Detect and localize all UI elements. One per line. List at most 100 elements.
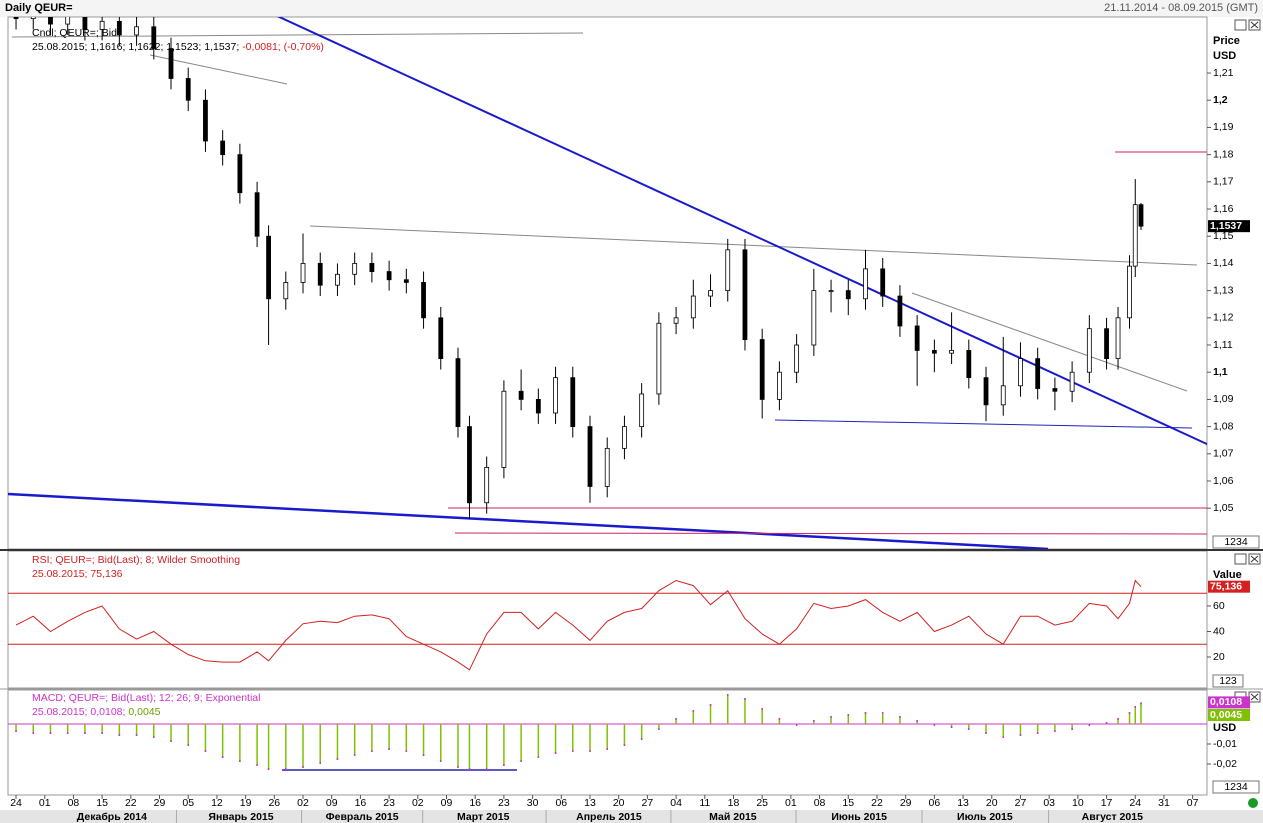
last-value-label: 75,136 <box>1210 580 1242 592</box>
candle-body <box>1035 358 1041 389</box>
candle-body <box>283 282 289 300</box>
candle-body <box>690 295 696 319</box>
candle-body <box>266 235 271 300</box>
candle-body <box>30 17 36 20</box>
y-tick-label: 1,11 <box>1213 339 1233 351</box>
change-info: -0,0081; (-0,70%) <box>242 41 324 53</box>
last-value-box <box>1208 220 1250 233</box>
x-tick-label: 13 <box>957 797 969 809</box>
candle-body <box>335 273 340 286</box>
candle-body <box>587 426 593 487</box>
candle-body <box>99 20 105 30</box>
price-info: 25.08.2015; 1,1616; 1,1622; 1,1523; 1,15… <box>32 41 324 53</box>
candle-body <box>220 140 226 156</box>
candle-body <box>386 271 392 281</box>
x-tick-label: 30 <box>527 797 539 809</box>
x-tick-label: 27 <box>642 797 654 809</box>
candle-body <box>151 26 157 49</box>
candle-body <box>237 154 243 194</box>
month-label: Декабрь 2014 <box>77 811 147 823</box>
rsi-panel <box>7 550 1208 689</box>
close-icon <box>1250 21 1259 29</box>
trend-line <box>276 17 1207 446</box>
x-tick-label: 22 <box>871 797 883 809</box>
scale-button[interactable] <box>1212 535 1260 549</box>
x-tick-label: 15 <box>842 797 854 809</box>
month-label: Март 2015 <box>457 811 510 823</box>
y-tick-label: 1,17 <box>1213 176 1234 188</box>
candle-body <box>203 99 208 142</box>
candle-body <box>455 358 461 428</box>
month-bar <box>0 810 1263 823</box>
candle-body <box>708 290 713 297</box>
x-tick-label: 23 <box>498 797 510 809</box>
candle-body <box>116 20 122 36</box>
x-tick-label: 04 <box>670 797 682 809</box>
candle-body <box>300 263 306 283</box>
candle-body <box>759 339 765 400</box>
x-tick-label: 02 <box>412 797 424 809</box>
x-tick-label: 05 <box>182 797 194 809</box>
date-range: 21.11.2014 - 08.09.2015 (GMT) <box>1104 2 1258 14</box>
scale-button-label[interactable]: 123 <box>1219 675 1237 687</box>
candle-body <box>828 290 834 293</box>
candle-body <box>983 377 989 406</box>
scale-button-label[interactable]: 1234 <box>1224 536 1248 548</box>
candle-body <box>421 282 426 319</box>
x-tick-label: 25 <box>756 797 768 809</box>
y-tick-label: 1,07 <box>1213 448 1234 460</box>
candle-body <box>1069 371 1075 392</box>
maximize-button[interactable] <box>1234 553 1247 565</box>
x-tick-label: 10 <box>1072 797 1084 809</box>
y-tick-label: 1,18 <box>1213 148 1234 160</box>
x-tick-label: 26 <box>268 797 280 809</box>
scale-button[interactable] <box>1212 674 1244 688</box>
x-tick-label: 20 <box>613 797 625 809</box>
window-title: Daily QEUR= <box>5 2 73 14</box>
x-tick-label: 16 <box>469 797 481 809</box>
macd-legend: MACD; QEUR=; Bid(Last); 12; 26; 9; Expon… <box>32 692 260 704</box>
price-legend: Cndl; QEUR=; Bid <box>32 27 117 39</box>
y-tick-label: 20 <box>1213 651 1225 663</box>
candle-body <box>604 447 610 487</box>
close-icon <box>1250 693 1259 701</box>
candle-body <box>518 390 524 400</box>
maximize-button[interactable] <box>1234 19 1247 31</box>
macd-plot <box>8 694 1207 771</box>
candle-body <box>254 192 260 237</box>
candle-body <box>1018 358 1023 387</box>
x-tick-label: 27 <box>1015 797 1027 809</box>
y-tick-label: 1,16 <box>1213 203 1234 215</box>
y-tick-label: 1,09 <box>1213 393 1234 405</box>
month-label: Июль 2015 <box>957 811 1013 823</box>
axis-unit: USD <box>1213 722 1236 734</box>
axis-unit: USD <box>1213 50 1236 62</box>
trend-line <box>8 492 1049 549</box>
trend-line <box>11 32 584 38</box>
candle-body <box>1132 204 1138 267</box>
candle-body <box>673 317 679 324</box>
rsi-info: 25.08.2015; 75,136 <box>32 568 123 580</box>
month-label: Июнь 2015 <box>831 811 887 823</box>
candle-body <box>369 263 375 272</box>
month-label: Август 2015 <box>1082 811 1143 823</box>
y-tick-label: -0,02 <box>1213 758 1237 770</box>
scale-button[interactable] <box>1212 780 1260 794</box>
x-tick-label: 01 <box>785 797 797 809</box>
y-tick-label: 1,05 <box>1213 502 1234 514</box>
candle-body <box>639 393 645 428</box>
y-tick-label: 1,06 <box>1213 475 1234 487</box>
x-tick-label: 06 <box>929 797 941 809</box>
x-tick-label: 08 <box>814 797 826 809</box>
x-tick-label: 09 <box>441 797 453 809</box>
candle-body <box>845 290 851 300</box>
y-tick-label: -0,01 <box>1213 738 1237 750</box>
month-label: Февраль 2015 <box>326 811 399 823</box>
candle-body <box>185 78 191 101</box>
candle-body <box>535 399 541 414</box>
scale-button-label[interactable]: 1234 <box>1224 781 1248 793</box>
y-tick-label: 1,19 <box>1213 121 1234 133</box>
candle-body <box>403 279 409 283</box>
trend-line <box>911 292 1188 392</box>
rsi-line <box>15 579 1142 671</box>
